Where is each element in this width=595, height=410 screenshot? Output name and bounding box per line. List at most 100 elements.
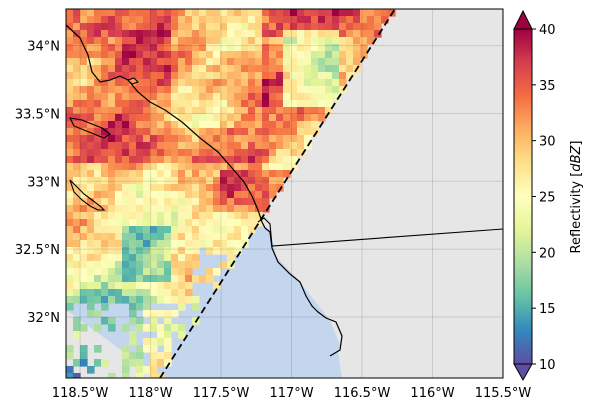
radar-pixel — [171, 296, 179, 304]
radar-pixel — [115, 37, 123, 45]
radar-pixel — [66, 93, 74, 101]
radar-pixel — [255, 163, 263, 171]
radar-pixel — [80, 177, 88, 185]
radar-pixel — [192, 275, 200, 283]
radar-pixel — [157, 58, 165, 66]
radar-pixel — [143, 65, 151, 73]
radar-pixel — [143, 86, 151, 94]
radar-pixel — [73, 219, 81, 227]
radar-pixel — [108, 177, 116, 185]
radar-pixel — [234, 100, 242, 108]
radar-pixel — [101, 317, 109, 325]
radar-pixel — [234, 72, 242, 80]
radar-pixel — [122, 65, 130, 73]
radar-pixel — [227, 100, 235, 108]
radar-pixel — [227, 79, 235, 87]
radar-pixel — [115, 23, 123, 31]
radar-pixel — [80, 51, 88, 59]
radar-pixel — [269, 135, 277, 143]
radar-pixel — [199, 37, 207, 45]
radar-pixel — [297, 72, 305, 80]
radar-pixel — [80, 240, 88, 248]
radar-pixel — [206, 226, 214, 234]
radar-pixel — [311, 51, 319, 59]
colorbar-tick-label: 15 — [539, 302, 556, 317]
radar-pixel — [122, 198, 130, 206]
radar-pixel — [108, 23, 116, 31]
radar-pixel — [241, 219, 249, 227]
radar-pixel — [66, 107, 74, 115]
radar-pixel — [129, 72, 137, 80]
radar-pixel — [248, 184, 256, 192]
radar-pixel — [360, 23, 368, 31]
radar-pixel — [178, 30, 186, 38]
radar-pixel — [115, 149, 123, 157]
radar-pixel — [234, 247, 242, 255]
radar-pixel — [269, 121, 277, 129]
radar-pixel — [150, 58, 158, 66]
radar-pixel — [171, 93, 179, 101]
radar-pixel — [248, 135, 256, 143]
radar-pixel — [171, 86, 179, 94]
radar-pixel — [213, 121, 221, 129]
radar-pixel — [171, 65, 179, 73]
radar-pixel — [66, 352, 74, 360]
radar-pixel — [171, 142, 179, 150]
radar-pixel — [213, 114, 221, 122]
radar-pixel — [87, 128, 95, 136]
radar-pixel — [178, 163, 186, 171]
radar-pixel — [80, 324, 88, 332]
radar-pixel — [101, 226, 109, 234]
radar-pixel — [381, 16, 389, 24]
radar-pixel — [108, 100, 116, 108]
radar-pixel — [332, 51, 340, 59]
radar-pixel — [171, 44, 179, 52]
radar-pixel — [164, 198, 172, 206]
radar-pixel — [213, 170, 221, 178]
radar-pixel — [178, 51, 186, 59]
radar-pixel — [185, 135, 193, 143]
radar-pixel — [220, 226, 228, 234]
radar-pixel — [171, 128, 179, 136]
radar-pixel — [262, 30, 270, 38]
radar-pixel — [262, 65, 270, 73]
island-small — [127, 77, 139, 85]
radar-pixel — [136, 121, 144, 129]
radar-pixel — [80, 226, 88, 234]
radar-pixel — [255, 79, 263, 87]
radar-pixel — [248, 219, 256, 227]
radar-pixel — [269, 156, 277, 164]
radar-pixel — [157, 156, 165, 164]
radar-pixel — [318, 86, 326, 94]
radar-pixel — [150, 282, 158, 290]
radar-pixel — [94, 205, 102, 213]
radar-pixel — [283, 170, 291, 178]
radar-pixel — [80, 142, 88, 150]
radar-pixel — [241, 142, 249, 150]
radar-pixel — [87, 51, 95, 59]
radar-pixel — [80, 114, 88, 122]
radar-pixel — [185, 212, 193, 220]
radar-pixel — [143, 303, 151, 311]
radar-pixel — [157, 114, 165, 122]
radar-pixel — [80, 184, 88, 192]
radar-pixel — [87, 114, 95, 122]
radar-pixel — [255, 30, 263, 38]
radar-pixel — [171, 205, 179, 213]
radar-pixel — [234, 9, 242, 17]
radar-pixel — [234, 233, 242, 241]
radar-pixel — [171, 198, 179, 206]
radar-pixel — [304, 51, 312, 59]
radar-pixel — [255, 65, 263, 73]
radar-pixel — [73, 149, 81, 157]
radar-pixel — [136, 219, 144, 227]
radar-pixel — [66, 16, 74, 24]
radar-pixel — [276, 51, 284, 59]
radar-pixel — [192, 226, 200, 234]
radar-pixel — [101, 121, 109, 129]
radar-pixel — [80, 100, 88, 108]
radar-pixel — [136, 44, 144, 52]
radar-pixel — [101, 240, 109, 248]
radar-pixel — [227, 170, 235, 178]
radar-pixel — [101, 359, 109, 367]
